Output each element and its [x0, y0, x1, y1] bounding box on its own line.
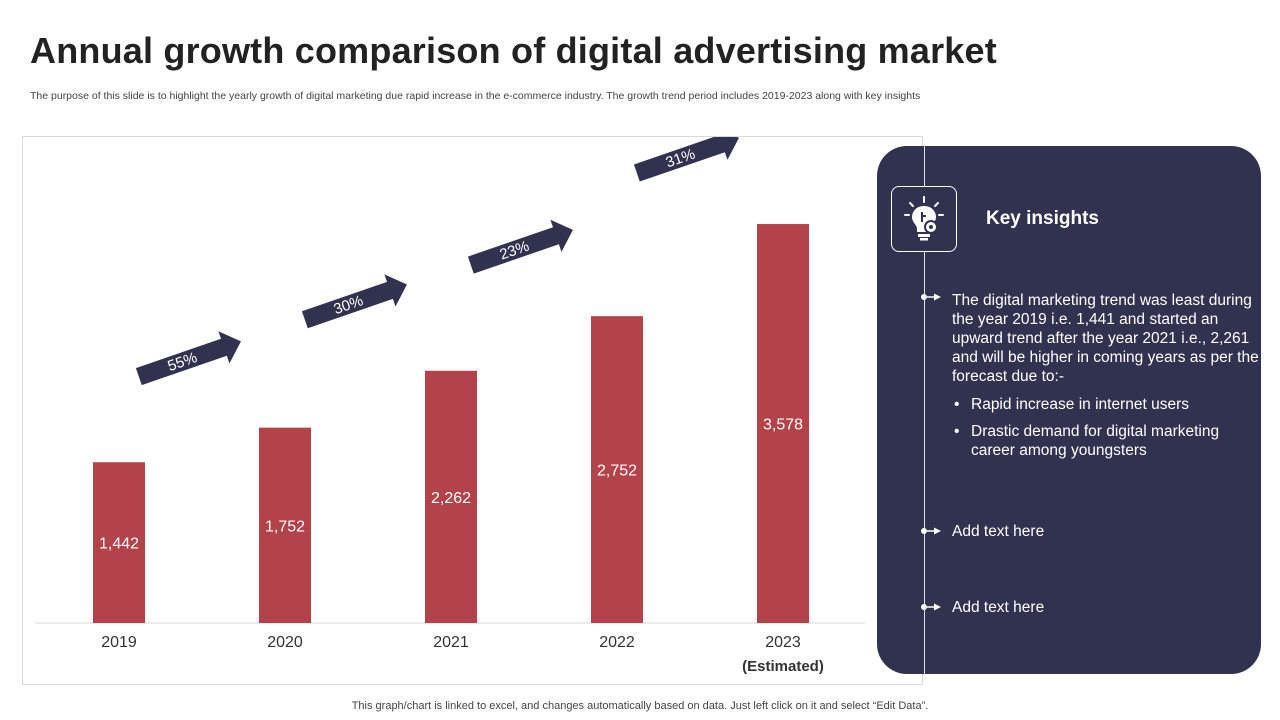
bar-2020 [259, 427, 311, 623]
growth-arrow-3: 23% [467, 219, 573, 274]
growth-arrow-shape-2 [301, 274, 407, 329]
growth-arrow-1: 55% [135, 331, 241, 386]
insight-point-3: Add text here [952, 599, 1045, 616]
bullet-arrow-icon [921, 603, 941, 611]
data-label-2022: 2,752 [597, 463, 637, 480]
data-label-2023: 3,578 [763, 417, 803, 434]
x-tick-label-2023: 2023 [765, 634, 801, 651]
bullet-arrow-icon [921, 527, 941, 535]
data-label-2019: 1,442 [99, 536, 139, 553]
bar-2019 [93, 462, 145, 623]
bar-2022 [591, 316, 643, 623]
growth-arrow-2: 30% [301, 274, 407, 329]
data-label-2021: 2,262 [431, 490, 471, 507]
insight-point-2: Add text here [952, 523, 1045, 540]
growth-arrow-shape-3 [467, 219, 573, 274]
bullet-arrow-icon [921, 293, 941, 301]
x-tick-note-2023: (Estimated) [742, 658, 824, 675]
sub-bullet-2-text: Drastic demand for digital marketing car… [971, 423, 1220, 459]
x-tick-label-2021: 2021 [433, 634, 469, 651]
x-tick-label-2022: 2022 [599, 634, 635, 651]
x-tick-label-2019: 2019 [101, 634, 137, 651]
timeline-line [924, 146, 925, 674]
growth-arrow-shape-4 [633, 137, 739, 182]
insight-point-1: The digital marketing trend was least du… [952, 292, 1259, 385]
bar-2023 [757, 224, 809, 623]
chart-footnote: This graph/chart is linked to excel, and… [351, 700, 929, 712]
sub-bullet-2: • Drastic demand for digital marketing ca… [954, 423, 1220, 459]
sub-bullet-1-text: Rapid increase in internet users [971, 396, 1189, 413]
growth-arrow-shape-1 [135, 331, 241, 386]
key-insights-heading: Key insights [986, 208, 1099, 229]
growth-label-1: 55% [166, 349, 200, 375]
growth-label-4: 31% [664, 146, 698, 172]
growth-arrow-4: 31% [633, 137, 739, 182]
bar-chart: 1,442 2019 1,752 2020 2,262 2021 2,752 2022 3,57… [35, 137, 865, 675]
data-label-2020: 1,752 [265, 518, 305, 535]
x-tick-label-2020: 2020 [267, 634, 303, 651]
page-subtitle: The purpose of this slide is to highligh… [30, 90, 921, 102]
bar-2021 [425, 370, 477, 623]
chart-frame: 1,442 2019 1,752 2020 2,262 2021 2,752 2022 3,57… [22, 136, 923, 685]
lightbulb-gear-icon [891, 186, 957, 252]
page-title: Annual growth comparison of digital adve… [30, 30, 997, 71]
growth-label-2: 30% [332, 292, 366, 318]
growth-label-3: 23% [498, 238, 532, 264]
sub-bullet-1: • Rapid increase in internet users [954, 396, 1189, 413]
